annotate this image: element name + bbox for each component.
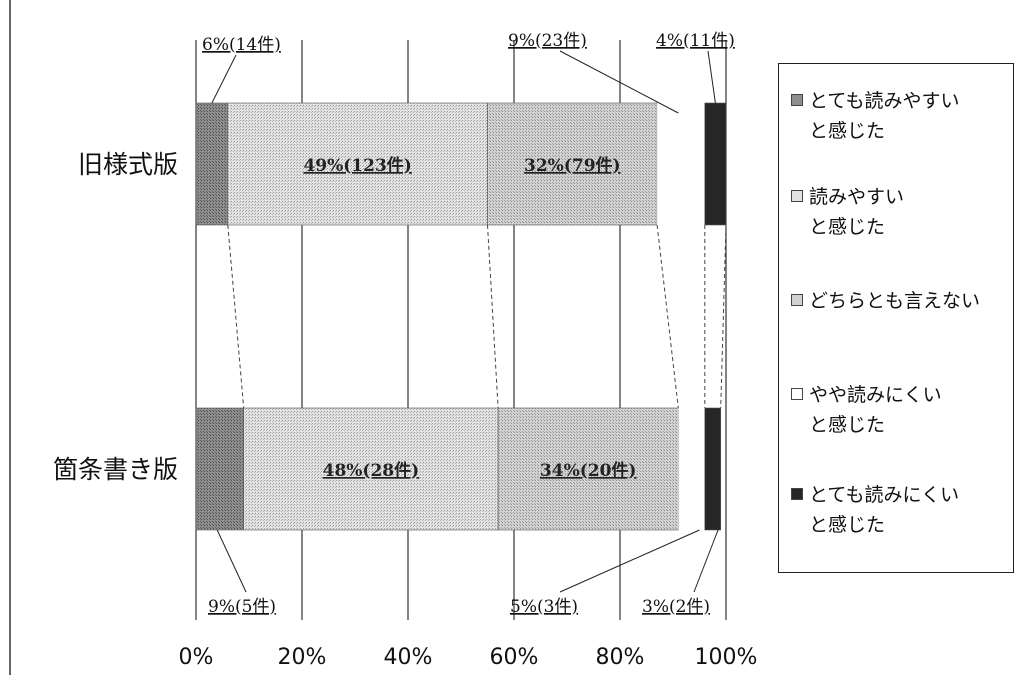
connector-lines — [227, 224, 727, 409]
bar-segment — [195, 102, 229, 226]
legend-item: 読みやすい と感じた — [791, 182, 904, 242]
data-label: 9%(23件) — [508, 31, 587, 51]
x-tick-label: 20% — [278, 645, 327, 670]
leader-line — [211, 54, 237, 104]
legend-swatch — [791, 488, 803, 500]
data-label: 32%(79件) — [524, 155, 621, 176]
bar-segment — [227, 102, 488, 226]
legend-label: 読みやすい と感じた — [809, 186, 905, 238]
legend-item: どちらとも言えない — [791, 286, 980, 316]
bar-segment — [678, 408, 705, 530]
x-tick-label: 80% — [596, 645, 645, 670]
legend-item: とても読みにくい と感じた — [791, 480, 959, 540]
category-label: 旧様式版 — [78, 150, 178, 179]
connector-line — [720, 224, 727, 409]
grid-lines — [9, 0, 727, 675]
legend-swatch — [791, 94, 803, 106]
outside-labels: 6%(14件) 9%(23件) 4%(11件) 9%(5件) 5%(3件) 3%(2件) — [202, 31, 735, 617]
x-tick-label: 100% — [695, 645, 758, 670]
data-label: 34%(20件) — [540, 460, 637, 481]
x-tick-label: 40% — [384, 645, 433, 670]
data-label: 4%(11件) — [656, 31, 735, 51]
bar-segment — [657, 103, 705, 225]
data-label: 49%(123件) — [303, 155, 411, 176]
data-label: 5%(3件) — [510, 597, 578, 617]
leader-line — [216, 529, 247, 593]
leader-line — [559, 50, 679, 114]
bar-segment — [243, 407, 499, 531]
legend-swatch — [791, 294, 803, 306]
bars — [195, 102, 727, 531]
leader-line — [693, 529, 719, 593]
legend-swatch — [791, 190, 803, 202]
legend-item: とても読みやすい と感じた — [791, 86, 959, 146]
legend: とても読みやすい と感じた 読みやすい と感じたどちらとも言えないやや読みにくい … — [778, 63, 1014, 573]
bar-segment — [195, 407, 245, 531]
bar-segment — [704, 407, 721, 531]
legend-label: やや読みにくい と感じた — [809, 384, 942, 436]
data-label: 48%(28件) — [323, 460, 420, 481]
bar-segment — [704, 102, 727, 226]
segment-labels: 49%(123件) 32%(79件) 48%(28件) 34%(20件) — [303, 155, 636, 481]
data-label: 9%(5件) — [208, 597, 276, 617]
legend-item: やや読みにくい と感じた — [791, 380, 942, 440]
data-label: 6%(14件) — [202, 35, 281, 55]
connector-line — [656, 224, 679, 409]
category-label: 箇条書き版 — [53, 455, 178, 484]
bar-segment — [497, 407, 679, 531]
legend-swatch — [791, 388, 803, 400]
legend-label: どちらとも言えない — [809, 290, 981, 312]
bar-segment — [487, 102, 658, 226]
leader-line — [559, 529, 700, 593]
x-tick-labels: 0% 20% 40% 60% 80% 100% — [179, 645, 758, 670]
legend-label: とても読みやすい と感じた — [809, 90, 960, 142]
connector-line — [227, 224, 245, 409]
leader-line — [707, 50, 716, 104]
x-tick-label: 60% — [490, 645, 539, 670]
x-tick-label: 0% — [179, 645, 214, 670]
data-label: 3%(2件) — [642, 597, 710, 617]
connector-line — [487, 224, 499, 409]
legend-label: とても読みにくい と感じた — [809, 484, 960, 536]
